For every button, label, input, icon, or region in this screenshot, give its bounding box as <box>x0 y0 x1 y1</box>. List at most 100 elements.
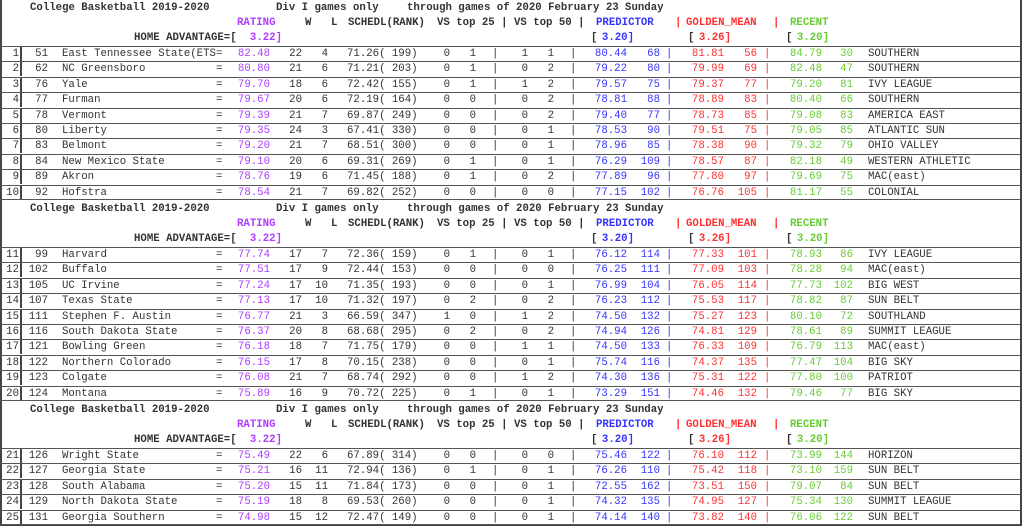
team-name: Buffalo <box>62 264 107 277</box>
schedule-strength: 68.74( 292) <box>347 372 418 385</box>
vs-top50-losses: 2 <box>547 326 554 338</box>
table-row[interactable]: 8 84 New Mexico State = 79.10 20 6 69.31( 269) 0… <box>0 153 1020 169</box>
predictor-rank: 114 <box>640 249 660 261</box>
vs-top50-losses: 2 <box>547 63 554 76</box>
recent-value: 79.08 <box>789 109 822 122</box>
vs-top50-wins: 0 <box>521 326 528 338</box>
equals-sign: = <box>216 295 223 308</box>
table-row[interactable]: 23 128 South Alabama = 75.20 15 11 71.84( 173) 0… <box>0 478 1020 494</box>
table-row[interactable]: 7 83 Belmont = 79.20 21 7 68.51( 300) 0 0 | 0 1 | 78.9… <box>0 138 1020 154</box>
separator: | <box>570 125 577 137</box>
table-row[interactable]: 20 124 Montana = 75.89 16 9 70.72( 225) 0 1 | 0 1 | 73… <box>0 385 1020 401</box>
golden-mean-value: 78.57 <box>691 155 724 168</box>
table-row[interactable]: 6 80 Liberty = 79.35 24 3 67.41( 330) 0 0 | 0 1 | 78.5… <box>0 123 1020 138</box>
separator: | <box>675 419 682 431</box>
row-number-cell <box>0 371 22 386</box>
bracket: [ <box>786 434 793 446</box>
bracket: [ <box>688 32 695 44</box>
vs-top25-wins: 1 <box>443 310 450 323</box>
vs-top25-losses: 2 <box>469 326 476 338</box>
table-row[interactable]: 18 122 Northern Colorado = 76.15 17 8 70.15( 23… <box>0 354 1020 370</box>
vs-top25-losses: 0 <box>469 450 476 462</box>
separator: | <box>666 372 673 385</box>
separator: | <box>570 264 577 277</box>
separator: | <box>492 125 499 137</box>
vs-top50-wins: 0 <box>521 171 528 184</box>
table-row[interactable]: 1 51 East Tennessee State(ETS = 82.48 22 4 71.2… <box>0 46 1020 61</box>
vs-top25-wins: 0 <box>443 465 450 478</box>
conference: OHIO VALLEY <box>868 140 939 153</box>
vs-top50-losses: 0 <box>547 264 554 277</box>
vs-top50-losses: 1 <box>547 140 554 153</box>
recent-rank: 83 <box>840 109 853 122</box>
separator: | <box>570 140 577 153</box>
table-row[interactable]: 19 123 Colgate = 76.08 21 7 68.74( 292) 0 0 | 1 2 | 74… <box>0 370 1020 386</box>
separator: | <box>764 341 771 354</box>
table-row[interactable]: 2 62 NC Greensboro = 80.80 21 6 71.21( 203) 0 1 | 0… <box>0 61 1020 77</box>
team-name: Texas State <box>62 295 133 308</box>
table-row[interactable]: 17 121 Bowling Green = 76.18 18 7 71.75( 179) 0 0… <box>0 339 1020 355</box>
table-row[interactable]: 5 78 Vermont = 79.39 21 7 69.87( 249) 0 0 | 0 2 | 79.4… <box>0 107 1020 123</box>
schedule-strength: 71.35( 193) <box>347 279 418 292</box>
separator: | <box>570 511 577 524</box>
equals-sign: = <box>216 48 223 60</box>
rating-value: 77.24 <box>237 279 270 292</box>
recent-rank: 159 <box>833 465 853 478</box>
wins: 17 <box>289 264 302 277</box>
vs-top25-losses: 0 <box>469 279 476 292</box>
schedule-strength: 72.19( 164) <box>347 94 418 107</box>
separator: | <box>492 480 499 493</box>
table-row[interactable]: 12 102 Buffalo = 77.51 17 9 72.44( 153) 0 0 | 0 0 | 76… <box>0 262 1020 278</box>
table-row[interactable]: 10 92 Hofstra = 78.54 21 7 69.82( 252) 0 0 | 0 0 | 77.… <box>0 184 1020 200</box>
table-row[interactable]: 14 107 Texas State = 77.13 17 10 71.32( 197) 0 2 |… <box>0 293 1020 309</box>
vs-top50-wins: 1 <box>521 372 528 385</box>
separator: | <box>666 171 673 184</box>
schedule-strength: 69.31( 269) <box>347 155 418 168</box>
table-row[interactable]: 11 99 Harvard = 77.74 17 7 72.36( 159) 0 1 | 0 1 | 76.… <box>0 247 1020 262</box>
predictor-value: 76.12 <box>594 249 627 261</box>
table-row[interactable]: 16 116 South Dakota State = 76.37 20 8 68.68( 2… <box>0 324 1020 339</box>
golden-mean-rank: 123 <box>737 310 757 323</box>
table-row[interactable]: 22 127 Georgia State = 75.21 16 11 72.94( 136) 0… <box>0 463 1020 479</box>
table-row[interactable]: 21 126 Wright State = 75.49 22 6 67.89( 314) 0 0 |… <box>0 448 1020 463</box>
recent-rank: 94 <box>840 264 853 277</box>
table-row[interactable]: 4 77 Furman = 79.67 20 6 72.19( 164) 0 0 | 0 2 | 78.81… <box>0 92 1020 108</box>
equals-sign: = <box>216 109 223 122</box>
vs-top25-losses: 0 <box>469 264 476 277</box>
row-number: 14 <box>6 295 19 308</box>
table-row[interactable]: 24 129 North Dakota State = 75.19 18 8 69.53( 2… <box>0 494 1020 510</box>
vs-top25-losses: 0 <box>469 94 476 107</box>
vs-top50-losses: 1 <box>547 155 554 168</box>
rating-value: 75.21 <box>237 465 270 478</box>
team-rank: 129 <box>28 496 48 509</box>
separator: | <box>675 17 682 29</box>
conference: ATLANTIC SUN <box>868 125 945 137</box>
separator: | <box>492 387 499 400</box>
table-row[interactable]: 13 105 UC Irvine = 77.24 17 10 71.35( 193) 0 0 | 0 1… <box>0 277 1020 293</box>
wins: 17 <box>289 295 302 308</box>
table-row[interactable]: 9 89 Akron = 78.76 19 6 71.45( 188) 0 1 | 0 2 | 77.89 9… <box>0 169 1020 185</box>
team-name: NC Greensboro <box>62 63 146 76</box>
schedule-strength: 67.89( 314) <box>347 450 418 462</box>
col-golden-mean: GOLDEN_MEAN <box>686 419 757 431</box>
rating-value: 77.13 <box>237 295 270 308</box>
row-number: 5 <box>12 109 19 122</box>
vs-top50-losses: 2 <box>547 78 554 91</box>
vs-top25-wins: 0 <box>443 249 450 261</box>
separator: | <box>666 186 673 199</box>
predictor-rank: 132 <box>640 310 660 323</box>
vs-top25-losses: 1 <box>469 78 476 91</box>
col-schedl: SCHEDL(RANK) <box>348 419 425 431</box>
table-row[interactable]: 15 111 Stephen F. Austin = 76.77 21 3 66.59( 34… <box>0 308 1020 324</box>
team-rank: 121 <box>28 341 48 354</box>
table-row[interactable]: 3 76 Yale = 79.70 18 6 72.42( 155) 0 1 | 1 2 | 79.57 75… <box>0 76 1020 92</box>
conference: IVY LEAGUE <box>868 249 933 261</box>
separator: | <box>492 109 499 122</box>
row-number-cell <box>0 479 22 494</box>
recent-value: 80.10 <box>789 310 822 323</box>
recent-rank: 75 <box>840 171 853 184</box>
row-number-cell <box>0 108 22 123</box>
table-row[interactable]: 25 131 Georgia Southern = 74.98 15 12 72.47( 14… <box>0 509 1020 525</box>
vs-top25-wins: 0 <box>443 295 450 308</box>
recent-value: 73.10 <box>789 465 822 478</box>
